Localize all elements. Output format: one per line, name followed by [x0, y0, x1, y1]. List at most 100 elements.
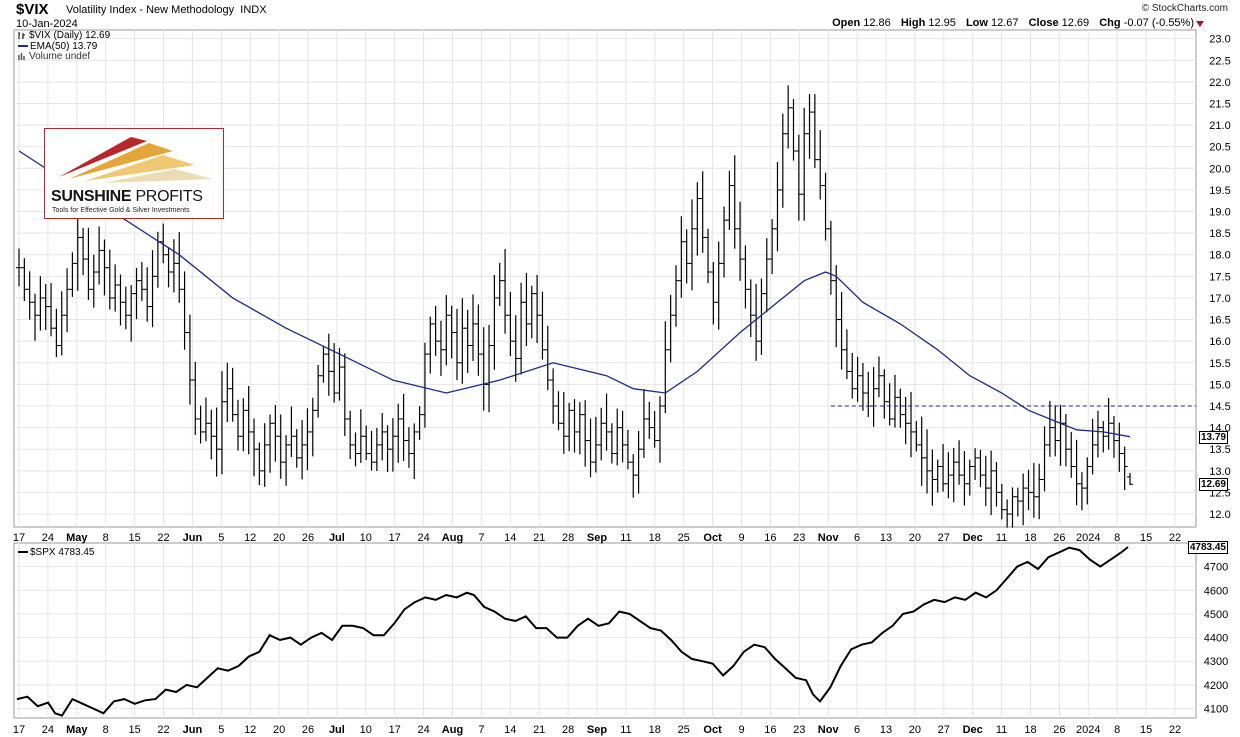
legend-volume[interactable]: Volume undef [18, 51, 90, 62]
legend-spx[interactable]: $SPX 4783.45 [18, 547, 95, 558]
y-tick-label: 15.0 [1209, 379, 1230, 391]
spx-last-value-tag: 4783.45 [1187, 540, 1228, 554]
x-tick-label: Jul [329, 724, 345, 736]
x-tick-label: 18 [1024, 724, 1036, 736]
x-tick-label: 23 [793, 532, 805, 544]
vix-last-value-tag: 12.69 [1198, 478, 1228, 492]
y-tick-label: 4300 [1204, 656, 1228, 668]
logo-brand-thin: PROFITS [135, 188, 203, 205]
high-label: High [900, 17, 926, 29]
open-label: Open [832, 17, 861, 29]
x-tick-label: 13 [880, 532, 892, 544]
x-tick-label: 14 [504, 724, 516, 736]
x-tick-label: 7 [478, 532, 484, 544]
x-tick-label: 15 [1140, 724, 1152, 736]
x-tick-label: 16 [764, 532, 776, 544]
ohlc-readout: Open 12.86 High 12.95 Low 12.67 Close 12… [832, 17, 1194, 29]
logo-brand-bold: SUNSHINE [51, 188, 132, 205]
x-tick-label: 17 [389, 532, 401, 544]
x-tick-label: 17 [389, 724, 401, 736]
x-tick-label: 20 [273, 532, 285, 544]
y-tick-label: 19.0 [1209, 207, 1230, 219]
x-tick-label: 5 [218, 724, 224, 736]
x-tick-label: 9 [738, 532, 744, 544]
spx-panel-frame [13, 542, 1197, 719]
sunrays-logo-icon [59, 137, 213, 183]
x-tick-label: Nov [818, 724, 840, 736]
x-tick-label: 18 [649, 532, 661, 544]
y-tick-label: 13.5 [1209, 444, 1230, 456]
x-tick-label: 22 [157, 724, 169, 736]
x-tick-label: 25 [678, 532, 690, 544]
x-tick-label: 8 [103, 724, 109, 736]
source-credit[interactable]: © StockCharts.com [1141, 3, 1228, 14]
sunshine-profits-logo: SUNSHINE PROFITS Tools for Effective Gol… [44, 128, 224, 219]
x-tick-label: 22 [1169, 532, 1181, 544]
legend-volume-label: Volume undef [29, 51, 91, 62]
x-tick-label: 21 [533, 724, 545, 736]
x-tick-label: 26 [302, 532, 314, 544]
x-tick-label: 24 [42, 724, 54, 736]
close-label: Close [1028, 17, 1059, 29]
x-tick-label: 2024 [1076, 532, 1100, 544]
y-tick-label: 15.5 [1209, 358, 1230, 370]
y-tick-label: 13.0 [1209, 466, 1230, 478]
x-tick-label: Jun [183, 532, 203, 544]
y-tick-label: 4600 [1204, 585, 1228, 597]
x-tick-label: Sep [587, 724, 607, 736]
x-tick-label: 24 [417, 724, 429, 736]
spx-line [16, 546, 1129, 717]
x-tick-label: 5 [218, 532, 224, 544]
chg-down-icon [1196, 21, 1204, 27]
x-tick-label: 8 [1114, 532, 1120, 544]
x-tick-label: Dec [963, 532, 983, 544]
y-tick-label: 20.0 [1209, 163, 1230, 175]
x-tick-label: Aug [442, 532, 463, 544]
close-value: 12.69 [1061, 17, 1090, 29]
chg-value: -0.07 (-0.55%) [1123, 17, 1194, 29]
y-tick-label: 17.5 [1209, 271, 1230, 283]
x-tick-label: 20 [909, 532, 921, 544]
y-tick-label: 23.0 [1209, 34, 1230, 46]
x-tick-label: 13 [880, 724, 892, 736]
chg-label: Chg [1099, 17, 1121, 29]
legend-ema[interactable]: EMA(50) 13.79 [18, 41, 97, 52]
x-tick-label: Dec [963, 724, 983, 736]
x-tick-label: 22 [157, 532, 169, 544]
x-tick-label: 27 [938, 532, 950, 544]
y-tick-label: 4100 [1204, 704, 1228, 716]
spx-swatch-icon [18, 551, 28, 554]
y-tick-label: 16.0 [1209, 336, 1230, 348]
x-tick-label: 16 [764, 724, 776, 736]
x-tick-label: 8 [103, 532, 109, 544]
x-tick-label: 20 [909, 724, 921, 736]
low-label: Low [965, 17, 988, 29]
y-tick-label: 20.5 [1209, 142, 1230, 154]
ohlc-bar-icon [18, 31, 25, 39]
legend-vix[interactable]: $VIX (Daily) 12.69 [18, 30, 110, 41]
ema-line [18, 150, 1131, 438]
x-tick-label: 14 [504, 532, 516, 544]
legend-vix-label: $VIX (Daily) 12.69 [29, 30, 111, 41]
ema-last-value-tag: 13.79 [1198, 430, 1228, 444]
open-value: 12.86 [863, 17, 891, 29]
legend-ema-label: EMA(50) 13.79 [30, 41, 98, 52]
legend-spx-label: $SPX 4783.45 [30, 547, 95, 558]
x-tick-label: Aug [442, 724, 463, 736]
x-tick-label: 24 [42, 532, 54, 544]
logo-tagline: Tools for Effective Gold & Silver Invest… [52, 207, 190, 214]
ema-swatch-icon [18, 45, 28, 48]
x-tick-label: 17 [13, 724, 25, 736]
y-tick-label: 4500 [1204, 609, 1228, 621]
y-tick-label: 4700 [1204, 562, 1228, 574]
chart-symbol: $VIX [16, 1, 49, 18]
high-value: 12.95 [928, 17, 956, 29]
x-tick-label: 6 [854, 532, 860, 544]
x-tick-label: 8 [1114, 724, 1120, 736]
x-tick-label: 12 [244, 532, 256, 544]
x-tick-label: 24 [417, 532, 429, 544]
x-tick-label: 6 [854, 724, 860, 736]
chart-name: Volatility Index - New Methodology INDX [66, 4, 267, 16]
x-tick-label: 18 [649, 724, 661, 736]
